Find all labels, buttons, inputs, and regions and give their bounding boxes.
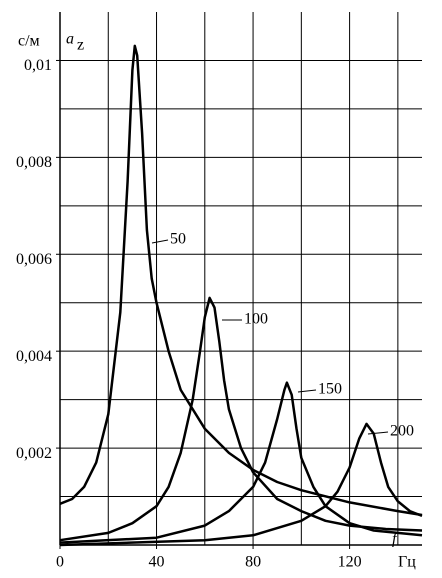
y-unit: с/м (18, 33, 40, 50)
curve (59, 381, 423, 544)
x-tick-label: 40 (149, 554, 165, 571)
curve (59, 296, 423, 542)
curve-label: 200 (390, 423, 414, 440)
curve (59, 422, 423, 547)
y-tick-label: 0,008 (16, 154, 52, 171)
x-unit: Гц (398, 554, 416, 571)
label-leader (151, 239, 169, 244)
x-label: f (392, 531, 399, 548)
x-tick-label: 80 (245, 554, 261, 571)
label-leader (367, 431, 389, 435)
curve-label: 100 (244, 311, 268, 328)
y-tick-label: 0,006 (16, 251, 52, 268)
y-tick-label: 0,01 (24, 57, 52, 74)
y-tick-label: 0,002 (16, 445, 52, 462)
label-leader (297, 389, 317, 393)
curve (59, 44, 423, 517)
x-tick-label: 120 (338, 554, 362, 571)
x-tick-label: 0 (56, 554, 64, 571)
y-label: a (66, 31, 74, 48)
curve-label: 150 (318, 381, 342, 398)
curve-label: 50 (170, 231, 186, 248)
y-label-subscript: z (77, 37, 84, 54)
y-tick-label: 0,004 (16, 348, 52, 365)
